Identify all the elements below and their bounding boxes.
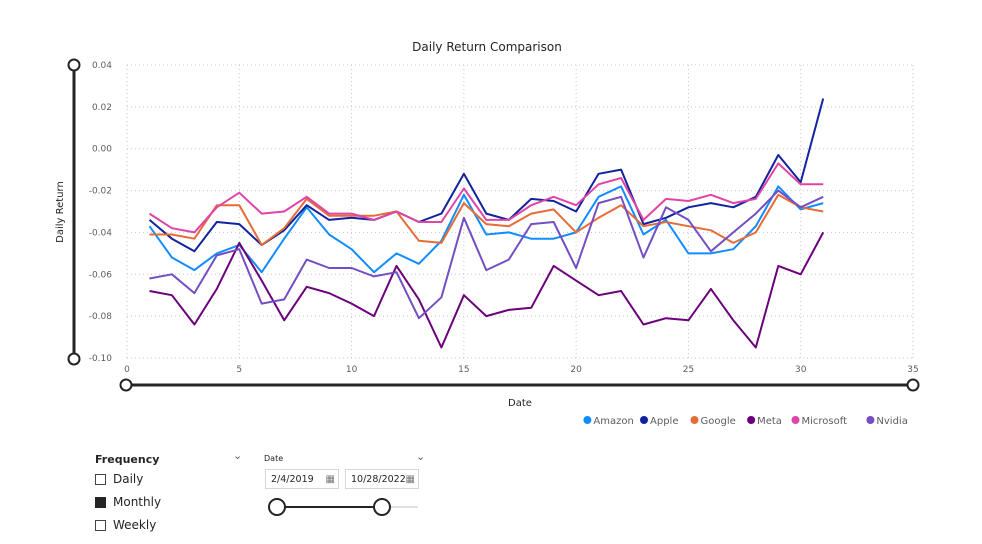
- x-tick-label: 10: [346, 365, 358, 375]
- legend-marker-google: [690, 416, 699, 424]
- date-start-value: 2/4/2019: [271, 474, 314, 485]
- x-tick-label: 5: [236, 365, 242, 375]
- checkbox-daily[interactable]: [95, 473, 106, 485]
- calendar-icon[interactable]: ▦: [325, 474, 335, 485]
- legend-label: Microsoft: [802, 416, 848, 427]
- legend-marker-nvidia: [866, 416, 875, 424]
- y-tick-label: -0.08: [89, 312, 113, 322]
- frequency-option-label: Weekly: [113, 518, 157, 532]
- legend-label: Apple: [650, 416, 678, 427]
- frequency-option-label: Monthly: [113, 495, 162, 509]
- frequency-option-label: Daily: [113, 472, 144, 486]
- frequency-option-monthly[interactable]: Monthly: [95, 495, 161, 509]
- legend-marker-microsoft: [791, 416, 800, 424]
- calendar-icon[interactable]: ▦: [405, 474, 415, 485]
- x-tick-label: 15: [458, 365, 469, 375]
- legend-label: Google: [701, 416, 736, 427]
- checkbox-weekly[interactable]: [95, 519, 106, 531]
- frequency-option-daily[interactable]: Daily: [95, 472, 143, 486]
- x-tick-label: 35: [907, 365, 918, 375]
- series-line-amazon: [148, 185, 824, 274]
- chart-title: Daily Return Comparison: [412, 40, 562, 54]
- series-line-apple: [148, 98, 825, 253]
- date-range-fill: [276, 506, 382, 508]
- x-zoom-slider-handle[interactable]: [119, 378, 133, 392]
- y-tick-label: -0.04: [89, 228, 113, 238]
- y-tick-label: -0.06: [89, 270, 113, 280]
- frequency-option-weekly[interactable]: Weekly: [95, 518, 156, 532]
- date-range-start-handle[interactable]: [268, 498, 286, 516]
- series-line-nvidia: [149, 189, 824, 320]
- y-tick-label: -0.10: [89, 354, 113, 364]
- legend-label: Amazon: [593, 416, 633, 427]
- series-line-microsoft: [148, 162, 824, 234]
- y-tick-label: -0.02: [89, 187, 112, 197]
- x-zoom-slider-handle[interactable]: [906, 378, 920, 392]
- y-tick-label: 0.02: [92, 103, 112, 113]
- checkbox-monthly[interactable]: [95, 496, 106, 508]
- legend-marker-apple: [640, 416, 648, 424]
- date-end-value: 10/28/2022: [351, 474, 406, 485]
- series-line-meta: [149, 231, 825, 349]
- date-range-end-handle[interactable]: [373, 498, 391, 516]
- chevron-down-icon[interactable]: ⌄: [233, 449, 243, 462]
- x-tick-label: 30: [795, 365, 807, 375]
- legend-marker-amazon: [583, 416, 592, 424]
- legend-label: Meta: [757, 416, 782, 427]
- series-line-google: [149, 193, 824, 246]
- chevron-down-icon[interactable]: ⌄: [416, 450, 426, 463]
- y-tick-label: 0.04: [92, 61, 112, 71]
- x-tick-label: 25: [683, 365, 694, 375]
- frequency-slicer-title: Frequency: [95, 453, 160, 466]
- x-tick-label: 0: [124, 365, 130, 375]
- date-slicer-title: Date: [264, 454, 284, 463]
- date-end-field[interactable]: 10/28/2022 ▦: [345, 469, 419, 489]
- y-axis-label: Daily Return: [55, 181, 66, 243]
- y-tick-label: 0.00: [92, 145, 112, 155]
- legend-marker-meta: [747, 416, 756, 424]
- x-tick-label: 20: [570, 365, 582, 375]
- date-start-field[interactable]: 2/4/2019 ▦: [265, 469, 339, 489]
- y-zoom-slider-handle[interactable]: [67, 352, 81, 366]
- legend-label: Nvidia: [876, 416, 907, 427]
- y-zoom-slider-handle[interactable]: [67, 58, 81, 72]
- line-chart: Daily Return Comparison 0.04 0.02 0.00 -0.02…: [55, 40, 920, 427]
- x-axis-label: Date: [508, 398, 532, 409]
